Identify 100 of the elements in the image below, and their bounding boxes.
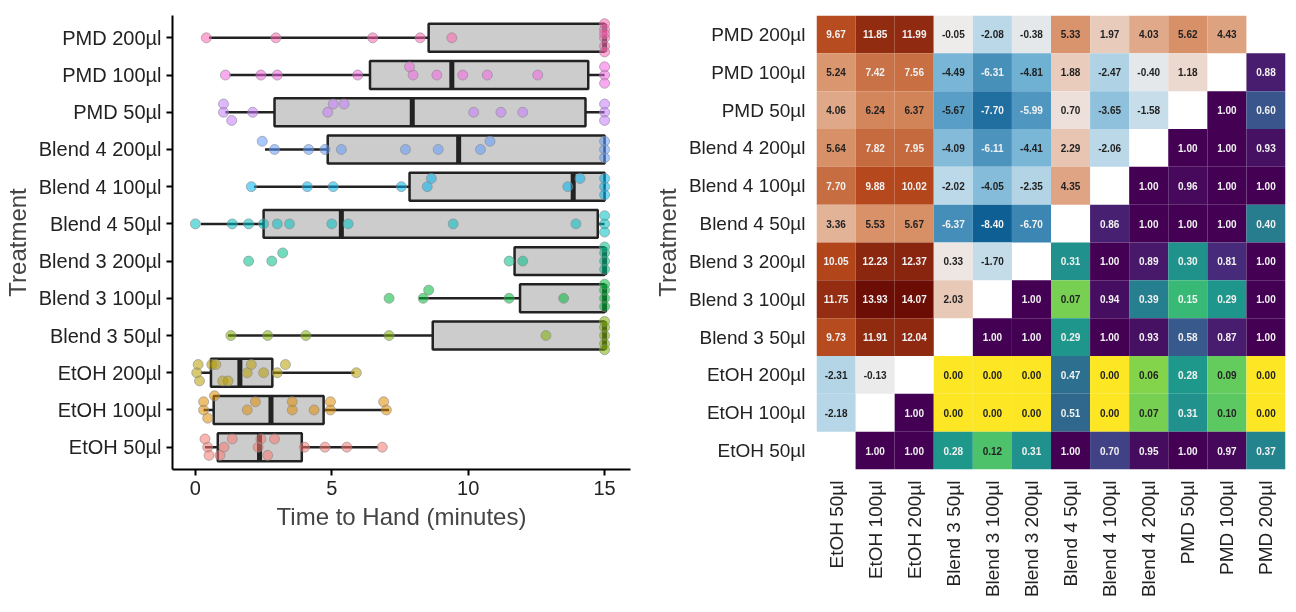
data-label: 1.00 bbox=[1021, 294, 1042, 306]
data-label: 12.37 bbox=[901, 256, 928, 268]
data-label: 0.95 bbox=[1138, 445, 1159, 457]
y-tick-label: EtOH 100µl bbox=[57, 398, 162, 421]
y-axis-title: Treatment bbox=[3, 187, 31, 297]
data-label: 0.47 bbox=[1060, 369, 1081, 381]
data-label: 14.07 bbox=[901, 294, 928, 306]
data-label: 0.33 bbox=[943, 256, 964, 268]
data-label: 4.43 bbox=[1217, 29, 1238, 41]
data-label: -6.31 bbox=[980, 67, 1005, 79]
data-label: 1.00 bbox=[865, 445, 886, 457]
data-label: 11.85 bbox=[862, 29, 888, 41]
data-label: -1.70 bbox=[980, 256, 1005, 268]
data-label: 6.24 bbox=[865, 105, 886, 117]
data-label: 0.93 bbox=[1138, 332, 1159, 344]
y-tick-label: Blend 4 100µl bbox=[38, 175, 162, 198]
data-label: 0.00 bbox=[943, 369, 964, 381]
data-label: 0.31 bbox=[1060, 256, 1081, 268]
y-tick-label: PMD 50µl bbox=[73, 101, 162, 124]
data-label: 0.00 bbox=[982, 407, 1003, 419]
y-tick-label: PMD 200µl bbox=[62, 26, 162, 49]
data-label: 1.00 bbox=[1256, 332, 1277, 344]
data-label: 0.10 bbox=[1217, 407, 1238, 419]
data-label: 5.24 bbox=[826, 67, 847, 79]
x-axis-title: Time to Hand (minutes) bbox=[276, 502, 527, 530]
data-label: 0.70 bbox=[1060, 105, 1081, 117]
data-label: 0.09 bbox=[1217, 369, 1238, 381]
x-tick-label: Blend 3 100µl bbox=[981, 480, 1003, 598]
data-label: 0.29 bbox=[1060, 332, 1081, 344]
data-label: 0.00 bbox=[1021, 369, 1042, 381]
x-tick-label: Blend 4 100µl bbox=[1099, 480, 1121, 598]
data-label: 7.42 bbox=[865, 67, 886, 79]
data-label: 0.89 bbox=[1138, 256, 1159, 268]
y-tick-label: EtOH 200µl bbox=[57, 361, 162, 384]
data-label: 0.60 bbox=[1256, 105, 1277, 117]
data-label: 1.00 bbox=[1178, 142, 1198, 154]
data-label: 11.99 bbox=[901, 29, 927, 41]
data-label: 0.70 bbox=[1099, 445, 1120, 457]
data-label: -4.05 bbox=[980, 180, 1005, 192]
y-tick-label: PMD 50µl bbox=[721, 99, 806, 121]
data-label: 0.31 bbox=[1021, 445, 1042, 457]
data-label: 0.00 bbox=[982, 369, 1003, 381]
data-label: -0.13 bbox=[863, 369, 887, 381]
data-label: 2.29 bbox=[1060, 142, 1081, 154]
data-label: 0.94 bbox=[1099, 294, 1120, 306]
x-tick-label: Blend 4 200µl bbox=[1138, 480, 1160, 598]
data-label: -2.08 bbox=[980, 29, 1005, 41]
data-label: 1.00 bbox=[904, 445, 925, 457]
data-label: 2.03 bbox=[943, 294, 964, 306]
data-label: 0.07 bbox=[1138, 407, 1159, 419]
y-tick-label: PMD 100µl bbox=[711, 61, 806, 83]
data-label: 0.00 bbox=[1256, 369, 1277, 381]
data-label: 1.00 bbox=[1021, 332, 1042, 344]
data-label: 0.88 bbox=[1256, 67, 1277, 79]
data-label: 9.67 bbox=[826, 29, 847, 41]
y-tick-label: Blend 4 50µl bbox=[699, 213, 806, 235]
data-label: 0.29 bbox=[1217, 294, 1238, 306]
data-label: 0.40 bbox=[1256, 218, 1277, 230]
data-label: 0.06 bbox=[1138, 369, 1159, 381]
x-tick-label: 5 bbox=[326, 476, 338, 499]
data-label: -5.67 bbox=[941, 105, 966, 117]
data-label: 0.96 bbox=[1178, 180, 1198, 192]
data-label: 1.00 bbox=[1217, 180, 1238, 192]
data-label: 1.00 bbox=[1256, 294, 1277, 306]
y-tick-label: Blend 4 200µl bbox=[38, 138, 162, 161]
x-tick-label: Blend 3 50µl bbox=[942, 480, 964, 587]
data-label: -2.35 bbox=[1020, 180, 1044, 192]
data-label: 7.82 bbox=[865, 142, 886, 154]
data-label: 4.03 bbox=[1138, 29, 1159, 41]
data-label: 1.00 bbox=[1138, 180, 1159, 192]
data-label: 9.73 bbox=[826, 332, 847, 344]
data-label: 0.30 bbox=[1178, 256, 1198, 268]
y-tick-label: EtOH 50µl bbox=[717, 440, 806, 462]
data-label: 11.75 bbox=[823, 294, 849, 306]
y-tick-label: Blend 3 50µl bbox=[699, 326, 806, 348]
data-label: 1.00 bbox=[1256, 256, 1277, 268]
data-label: -4.41 bbox=[1020, 142, 1044, 154]
data-label: -6.11 bbox=[981, 142, 1004, 154]
data-label: 3.36 bbox=[826, 218, 847, 230]
x-tick-label: Blend 3 200µl bbox=[1020, 480, 1042, 598]
y-tick-label: PMD 100µl bbox=[62, 64, 162, 87]
data-label: -0.05 bbox=[941, 29, 966, 41]
data-label: 5.64 bbox=[826, 142, 847, 154]
data-label: 1.00 bbox=[1178, 445, 1198, 457]
data-label: -6.70 bbox=[1020, 218, 1044, 230]
data-label: -0.38 bbox=[1020, 29, 1044, 41]
data-label: 1.00 bbox=[1217, 105, 1238, 117]
x-tick-label: 15 bbox=[593, 476, 616, 499]
y-tick-label: Blend 3 50µl bbox=[49, 324, 162, 347]
data-label: -8.40 bbox=[980, 218, 1005, 230]
data-label: 0.93 bbox=[1256, 142, 1277, 154]
data-label: -5.99 bbox=[1020, 105, 1044, 117]
data-label: 11.91 bbox=[862, 332, 888, 344]
data-label: 1.00 bbox=[1099, 256, 1120, 268]
data-label: 13.93 bbox=[862, 294, 889, 306]
data-label: 1.00 bbox=[1217, 218, 1238, 230]
data-label: 5.53 bbox=[865, 218, 886, 230]
data-label: -2.06 bbox=[1098, 142, 1122, 154]
data-label: -4.09 bbox=[941, 142, 966, 154]
data-label: 0.00 bbox=[943, 407, 964, 419]
